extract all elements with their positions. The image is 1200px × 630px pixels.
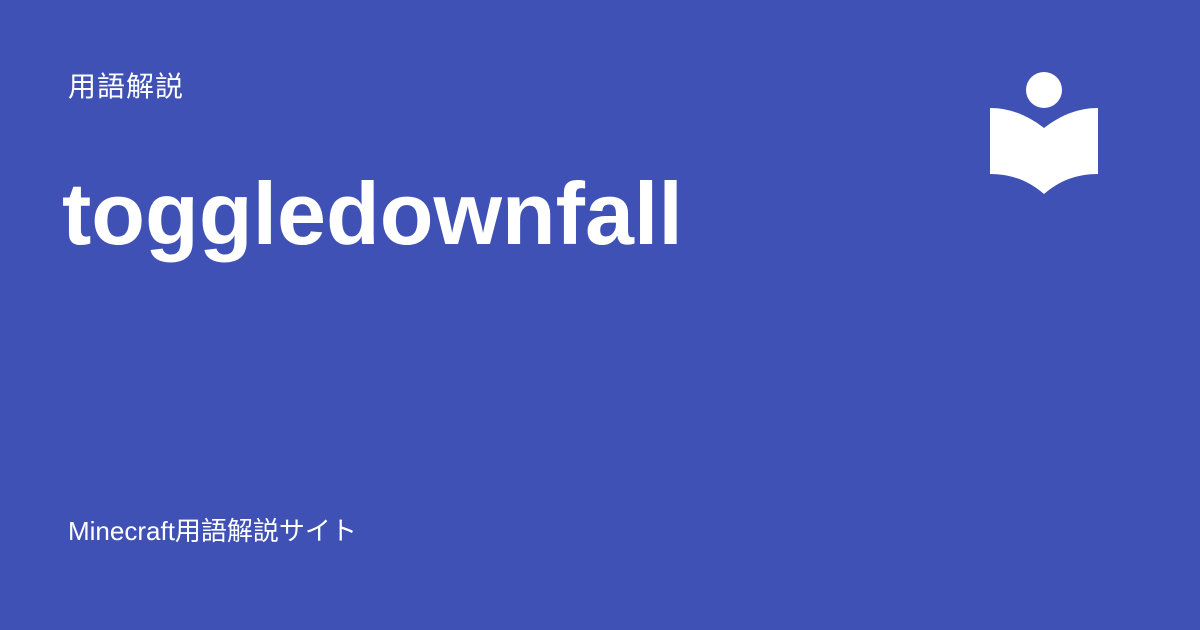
- category-label: 用語解説: [68, 71, 185, 102]
- page-title: toggledownfall: [62, 164, 683, 263]
- reader-book-icon: [990, 72, 1098, 194]
- site-name: Minecraft用語解説サイト: [68, 516, 357, 546]
